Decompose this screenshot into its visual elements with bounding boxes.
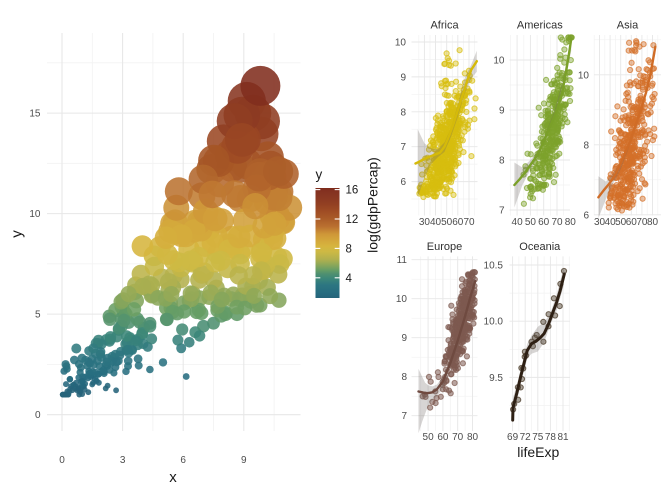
svg-text:80: 80 (565, 217, 577, 228)
svg-text:75: 75 (532, 432, 544, 443)
svg-text:40: 40 (430, 217, 442, 228)
svg-text:80: 80 (647, 217, 659, 228)
svg-text:10: 10 (29, 209, 41, 220)
svg-text:log(gdpPercap): log(gdpPercap) (365, 157, 381, 253)
svg-text:9: 9 (499, 106, 505, 117)
svg-text:60: 60 (626, 217, 638, 228)
svg-text:78: 78 (545, 432, 557, 443)
svg-text:10.0: 10.0 (484, 317, 504, 328)
svg-text:8: 8 (499, 156, 505, 167)
svg-text:30: 30 (594, 217, 606, 228)
svg-text:y: y (316, 167, 323, 182)
svg-text:60: 60 (452, 217, 464, 228)
svg-text:6: 6 (180, 455, 186, 466)
svg-text:70: 70 (452, 432, 464, 443)
svg-text:6: 6 (400, 177, 406, 188)
svg-text:8: 8 (346, 243, 352, 255)
svg-text:30: 30 (419, 217, 431, 228)
svg-text:69: 69 (507, 432, 519, 443)
svg-text:8: 8 (400, 107, 406, 118)
svg-text:3: 3 (120, 455, 126, 466)
svg-text:0: 0 (35, 410, 41, 421)
svg-text:9: 9 (400, 72, 406, 83)
svg-text:50: 50 (615, 217, 627, 228)
svg-text:7: 7 (401, 411, 407, 422)
svg-text:9: 9 (241, 455, 247, 466)
svg-text:4: 4 (346, 273, 353, 285)
svg-text:40: 40 (512, 217, 524, 228)
svg-text:8: 8 (583, 140, 589, 151)
svg-text:80: 80 (467, 432, 479, 443)
svg-text:50: 50 (525, 217, 537, 228)
svg-text:5: 5 (35, 310, 41, 321)
svg-text:70: 70 (551, 217, 563, 228)
svg-text:16: 16 (346, 185, 359, 197)
svg-text:15: 15 (29, 109, 41, 120)
svg-text:6: 6 (583, 210, 589, 221)
svg-text:81: 81 (557, 432, 569, 443)
svg-text:11: 11 (397, 255, 408, 266)
svg-text:lifeExp: lifeExp (517, 444, 559, 460)
svg-text:Africa: Africa (430, 19, 459, 31)
svg-text:8: 8 (401, 372, 407, 383)
svg-text:10.5: 10.5 (484, 261, 504, 272)
svg-text:40: 40 (605, 217, 617, 228)
svg-text:x: x (169, 469, 177, 486)
svg-text:7: 7 (499, 206, 505, 217)
svg-text:60: 60 (437, 432, 449, 443)
svg-text:Asia: Asia (617, 19, 639, 31)
svg-text:0: 0 (59, 455, 65, 466)
svg-text:12: 12 (346, 214, 359, 226)
svg-text:Oceania: Oceania (519, 241, 561, 253)
svg-text:Europe: Europe (427, 241, 462, 253)
svg-text:50: 50 (423, 432, 435, 443)
svg-text:50: 50 (441, 217, 453, 228)
svg-text:70: 70 (463, 217, 475, 228)
svg-text:72: 72 (520, 432, 532, 443)
svg-text:10: 10 (493, 56, 505, 67)
svg-text:y: y (9, 230, 26, 238)
svg-text:7: 7 (400, 142, 406, 153)
svg-text:10: 10 (396, 294, 408, 305)
svg-text:10: 10 (578, 70, 590, 81)
svg-text:10: 10 (395, 38, 407, 49)
svg-text:9: 9 (401, 333, 407, 344)
svg-text:70: 70 (636, 217, 648, 228)
svg-text:9.5: 9.5 (489, 373, 503, 384)
svg-text:60: 60 (538, 217, 550, 228)
svg-text:Americas: Americas (517, 19, 563, 31)
